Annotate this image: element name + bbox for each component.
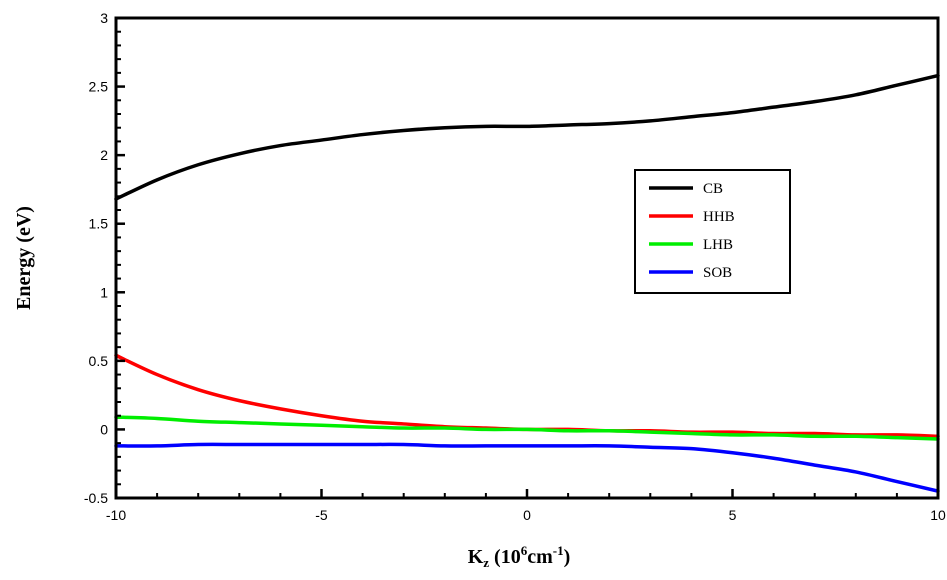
- x-axis-label: Kz (106cm-1): [468, 543, 571, 570]
- y-tick-label: 2: [100, 147, 108, 163]
- x-axis-label-superscript-2: -1: [553, 543, 564, 558]
- x-axis-label-base: K: [468, 546, 484, 568]
- y-axis-label: Energy (eV): [13, 206, 35, 310]
- plot-frame: [114, 16, 940, 500]
- x-tick-label: 5: [729, 507, 737, 523]
- x-tick-label: 10: [930, 507, 946, 523]
- x-tick-label: -5: [315, 507, 328, 523]
- x-axis-label-subscript: z: [483, 555, 489, 570]
- x-tick-label: 0: [523, 507, 531, 523]
- y-tick-label: 2.5: [89, 79, 109, 95]
- x-axis-label-close: ): [564, 546, 571, 568]
- legend-label-sob: SOB: [703, 265, 732, 281]
- x-axis-label-unit: cm: [527, 546, 553, 568]
- legend-label-hhb: HHB: [703, 209, 735, 225]
- y-tick-label: 0: [100, 421, 108, 437]
- y-tick-label: 1.5: [89, 216, 109, 232]
- series-line-sob: [114, 442, 940, 493]
- x-axis-label-superscript-1: 6: [521, 543, 528, 558]
- y-tick-label: 3: [100, 10, 108, 26]
- series-line-lhb: [114, 415, 940, 441]
- y-tick-label: -0.5: [84, 490, 108, 506]
- y-tick-label: 1: [100, 284, 108, 300]
- y-tick-label: 0.5: [89, 353, 109, 369]
- x-tick-label: -10: [106, 507, 126, 523]
- series-layer: [114, 73, 940, 493]
- x-axis-label-open: (10: [489, 546, 521, 568]
- legend-label-lhb: LHB: [703, 237, 733, 253]
- legend-label-cb: CB: [703, 181, 723, 197]
- series-line-cb: [114, 73, 940, 201]
- ticks-layer: -0.5 0 0.5 1 1.5 2 2.5 3 -10 -5 0 5 10: [84, 10, 946, 523]
- legend: CB HHB LHB SOB: [634, 169, 791, 294]
